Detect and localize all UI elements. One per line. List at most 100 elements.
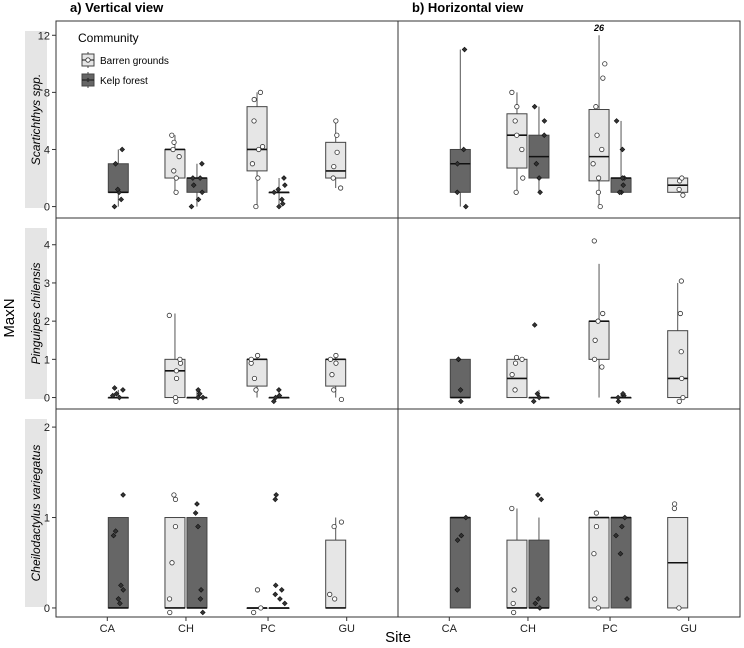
data-point xyxy=(172,523,179,530)
data-point xyxy=(170,146,176,153)
data-point xyxy=(620,390,626,397)
data-point xyxy=(277,596,283,602)
row-strip-label: Cheilodactylus variegatus xyxy=(29,445,43,582)
data-point xyxy=(120,492,126,498)
data-point xyxy=(511,587,517,593)
box-ch-barren xyxy=(506,505,528,616)
box-pc-kelp xyxy=(268,492,290,609)
box-ch-barren xyxy=(164,312,186,404)
box-body xyxy=(588,517,610,609)
legend-label-barren: Barren grounds xyxy=(100,56,169,67)
x-tick-label: GU xyxy=(338,623,355,635)
data-point xyxy=(530,398,537,405)
data-point xyxy=(276,203,282,210)
data-point xyxy=(198,587,204,593)
data-point xyxy=(619,175,626,181)
data-point xyxy=(613,118,620,124)
data-point xyxy=(169,132,175,138)
data-point xyxy=(455,356,462,363)
x-tick-label: GU xyxy=(680,623,697,635)
box-ca-kelp xyxy=(449,46,471,210)
data-point xyxy=(109,392,116,399)
data-point xyxy=(251,118,257,124)
data-point xyxy=(338,396,345,403)
data-point xyxy=(672,501,678,507)
data-point xyxy=(592,596,598,602)
data-point xyxy=(619,523,625,530)
data-point xyxy=(454,537,461,543)
legend-key-barren xyxy=(81,52,95,68)
data-point xyxy=(541,132,548,139)
box-ch-barren xyxy=(164,132,186,195)
column-title-horizontal: b) Horizontal view xyxy=(412,0,524,15)
legend-key-point xyxy=(85,77,91,83)
panel-border xyxy=(397,20,741,219)
legend-label-kelp: Kelp forest xyxy=(100,76,148,87)
data-point xyxy=(254,587,261,593)
data-point xyxy=(111,203,118,210)
data-point xyxy=(512,118,518,124)
data-point xyxy=(281,600,288,607)
data-point xyxy=(173,368,180,374)
box-ch-kelp xyxy=(528,492,550,611)
y-tick-label: 3 xyxy=(44,278,50,290)
legend-title: Community xyxy=(78,31,139,45)
panel-border xyxy=(397,408,741,618)
box-body xyxy=(588,320,610,360)
data-point xyxy=(602,61,608,67)
data-point xyxy=(621,514,628,521)
data-point xyxy=(338,519,345,525)
box-pc-kelp xyxy=(610,514,632,609)
box-ch-kelp xyxy=(186,501,208,616)
data-point xyxy=(275,186,282,193)
data-point xyxy=(509,89,515,95)
data-point xyxy=(110,532,117,539)
data-point xyxy=(334,149,340,155)
data-point xyxy=(256,146,262,153)
data-point xyxy=(119,146,126,153)
data-point xyxy=(531,322,538,328)
data-point xyxy=(514,104,520,110)
data-point xyxy=(532,600,539,607)
box-ch-kelp xyxy=(528,103,550,196)
data-point xyxy=(536,175,542,181)
box-ch-barren xyxy=(506,89,528,195)
data-point xyxy=(327,591,333,597)
data-point xyxy=(171,168,177,174)
data-point xyxy=(251,609,257,616)
data-point xyxy=(192,510,199,516)
box-gu-barren xyxy=(667,175,689,198)
box-pc-barren xyxy=(588,238,610,398)
row-strip-label: Scartichthys spp. xyxy=(29,74,43,165)
box-body xyxy=(325,141,347,179)
box-ch-barren xyxy=(506,354,528,399)
data-point xyxy=(535,492,541,498)
data-point xyxy=(512,387,518,393)
legend: Community Barren grounds Kelp forest xyxy=(78,31,169,88)
data-point xyxy=(195,196,202,203)
box-body xyxy=(449,517,471,609)
data-point xyxy=(679,375,685,382)
data-point xyxy=(511,609,517,616)
box-body xyxy=(588,109,610,182)
data-point xyxy=(595,605,601,611)
box-body xyxy=(164,517,186,609)
data-point xyxy=(533,160,540,167)
data-point xyxy=(176,154,182,160)
data-point xyxy=(116,394,123,401)
data-point xyxy=(460,146,467,153)
box-ca-kelp xyxy=(107,146,129,210)
data-point xyxy=(258,605,264,611)
data-point xyxy=(172,496,179,503)
data-point xyxy=(463,203,469,210)
panel-border xyxy=(55,217,399,410)
data-point xyxy=(272,582,279,589)
data-point xyxy=(117,600,123,607)
data-point xyxy=(509,372,515,378)
y-tick-label: 2 xyxy=(44,316,50,328)
data-point xyxy=(172,394,179,401)
data-point xyxy=(591,551,597,557)
data-point xyxy=(173,375,180,382)
data-point xyxy=(255,175,261,181)
y-tick-label: 4 xyxy=(44,240,50,252)
